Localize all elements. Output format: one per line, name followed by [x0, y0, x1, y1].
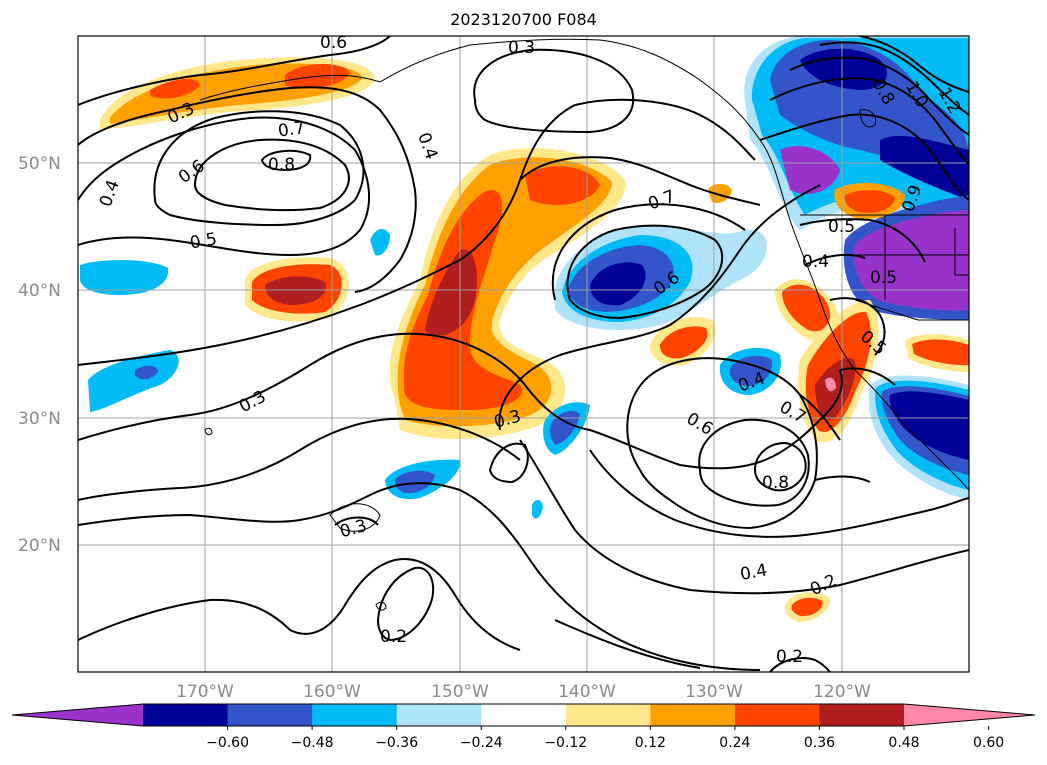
negative-anomaly-145w-30n-core [549, 411, 580, 445]
graticule [78, 36, 969, 672]
colorbar-segment [650, 704, 736, 726]
lon-label-140w: 140°W [558, 682, 616, 702]
latitude-labels: 50°N 40°N 30°N 20°N [18, 154, 61, 556]
colorbar-tick-label: −0.60 [206, 735, 249, 751]
negative-anomaly-northeast-purple [780, 146, 840, 194]
negative-anomaly-177w-33n-core [135, 365, 158, 380]
colorbar-tick-label: −0.12 [544, 735, 587, 751]
positive-anomaly-122w-14n-core [791, 597, 823, 617]
contour-label: 0.2 [380, 627, 407, 647]
positive-anomaly-nevada-core [844, 190, 895, 213]
colorbar-outline [11, 703, 1036, 727]
contour-label: 0.6 [320, 33, 347, 53]
colorbar-tick-label: −0.36 [375, 735, 418, 751]
negative-anomaly-125w-33n-core [729, 355, 773, 386]
colorbar-tick-label: 0.48 [888, 735, 919, 751]
lon-label-120w: 120°W [813, 682, 871, 702]
colorbar-segment [565, 704, 651, 726]
contour-label: 0.5 [828, 217, 855, 237]
contour-lines [78, 36, 969, 672]
positive-anomaly-central-max [403, 166, 600, 410]
positive-anomaly-gulf-core [912, 339, 969, 366]
colorbar-segment [481, 704, 567, 726]
colorbar-tick-label: 0.60 [973, 735, 1004, 751]
colorbar-segment [819, 704, 905, 726]
colorbar-extend-low [12, 704, 143, 726]
contour-label: 0.4 [739, 561, 769, 585]
contour-label: 0.3 [508, 38, 535, 58]
negative-anomaly-mexico-peak [889, 391, 969, 460]
positive-anomaly-california-core [782, 284, 830, 332]
negative-anomaly-155w-25n-core [394, 470, 435, 494]
contour-labels: 0.3 0.6 0.3 0.7 0.8 0.6 0.4 0.4 0.5 0.3 … [96, 33, 965, 667]
lon-label-150w: 150°W [431, 682, 489, 702]
map-title: 2023120700 F084 [450, 10, 597, 29]
lon-label-160w: 160°W [303, 682, 361, 702]
colorbar-tick-label: −0.24 [460, 735, 503, 751]
lon-label-170w: 170°W [176, 682, 234, 702]
negative-anomaly-177w-33n [88, 350, 179, 412]
colorbar-segment [396, 704, 482, 726]
contour-label: 0.2 [776, 647, 803, 667]
colorbar-segment [734, 704, 820, 726]
contour-label: 0.7 [277, 118, 307, 142]
colorbar-tick-label: −0.48 [291, 735, 334, 751]
negative-anomaly-interior-peak [853, 210, 969, 311]
lat-label-50n: 50°N [18, 154, 61, 174]
colorbar-segment [312, 704, 398, 726]
lat-label-40n: 40°N [18, 281, 61, 301]
negative-anomaly-135w-peak [590, 262, 646, 306]
colorbar-segment [143, 704, 229, 726]
lat-label-30n: 30°N [18, 409, 61, 429]
lat-label-20n: 20°N [18, 536, 61, 556]
lon-label-130w: 130°W [685, 682, 743, 702]
positive-anomaly-133w-33n-core [660, 326, 708, 359]
colorbar-segment [227, 704, 313, 726]
positive-anomaly-baja-pink [825, 377, 836, 392]
negative-anomaly-178w-41n [80, 260, 169, 295]
colorbar: −0.60 −0.48 −0.36 −0.24 −0.12 0.12 0.24 0.36 0.4… [11, 703, 1036, 751]
negative-anomaly-157w-46n [370, 228, 390, 256]
colorbar-tick-label: 0.36 [804, 735, 835, 751]
colorbar-extend-high [904, 704, 1035, 726]
colorbar-tick-label: 0.12 [635, 735, 666, 751]
positive-anomaly-aleutian-max [150, 64, 350, 99]
positive-anomaly-163w-max [265, 276, 326, 305]
shaded-anomalies [80, 36, 969, 622]
map-panel: 0.3 0.6 0.3 0.7 0.8 0.6 0.4 0.4 0.5 0.3 … [77, 33, 970, 673]
colorbar-tick-label: 0.24 [719, 735, 750, 751]
contour-label: 0.5 [188, 229, 218, 253]
contour-label: 0.4 [802, 252, 829, 272]
contour-label: 0.8 [762, 473, 789, 493]
negative-anomaly-145w-22n [532, 499, 543, 519]
positive-anomaly-central-peak [425, 249, 477, 335]
map-frame [77, 35, 970, 673]
contour-label: 0.8 [268, 155, 295, 175]
longitude-labels: 170°W 160°W 150°W 140°W 130°W 120°W [176, 682, 871, 702]
contour-label: 0.5 [870, 268, 897, 288]
